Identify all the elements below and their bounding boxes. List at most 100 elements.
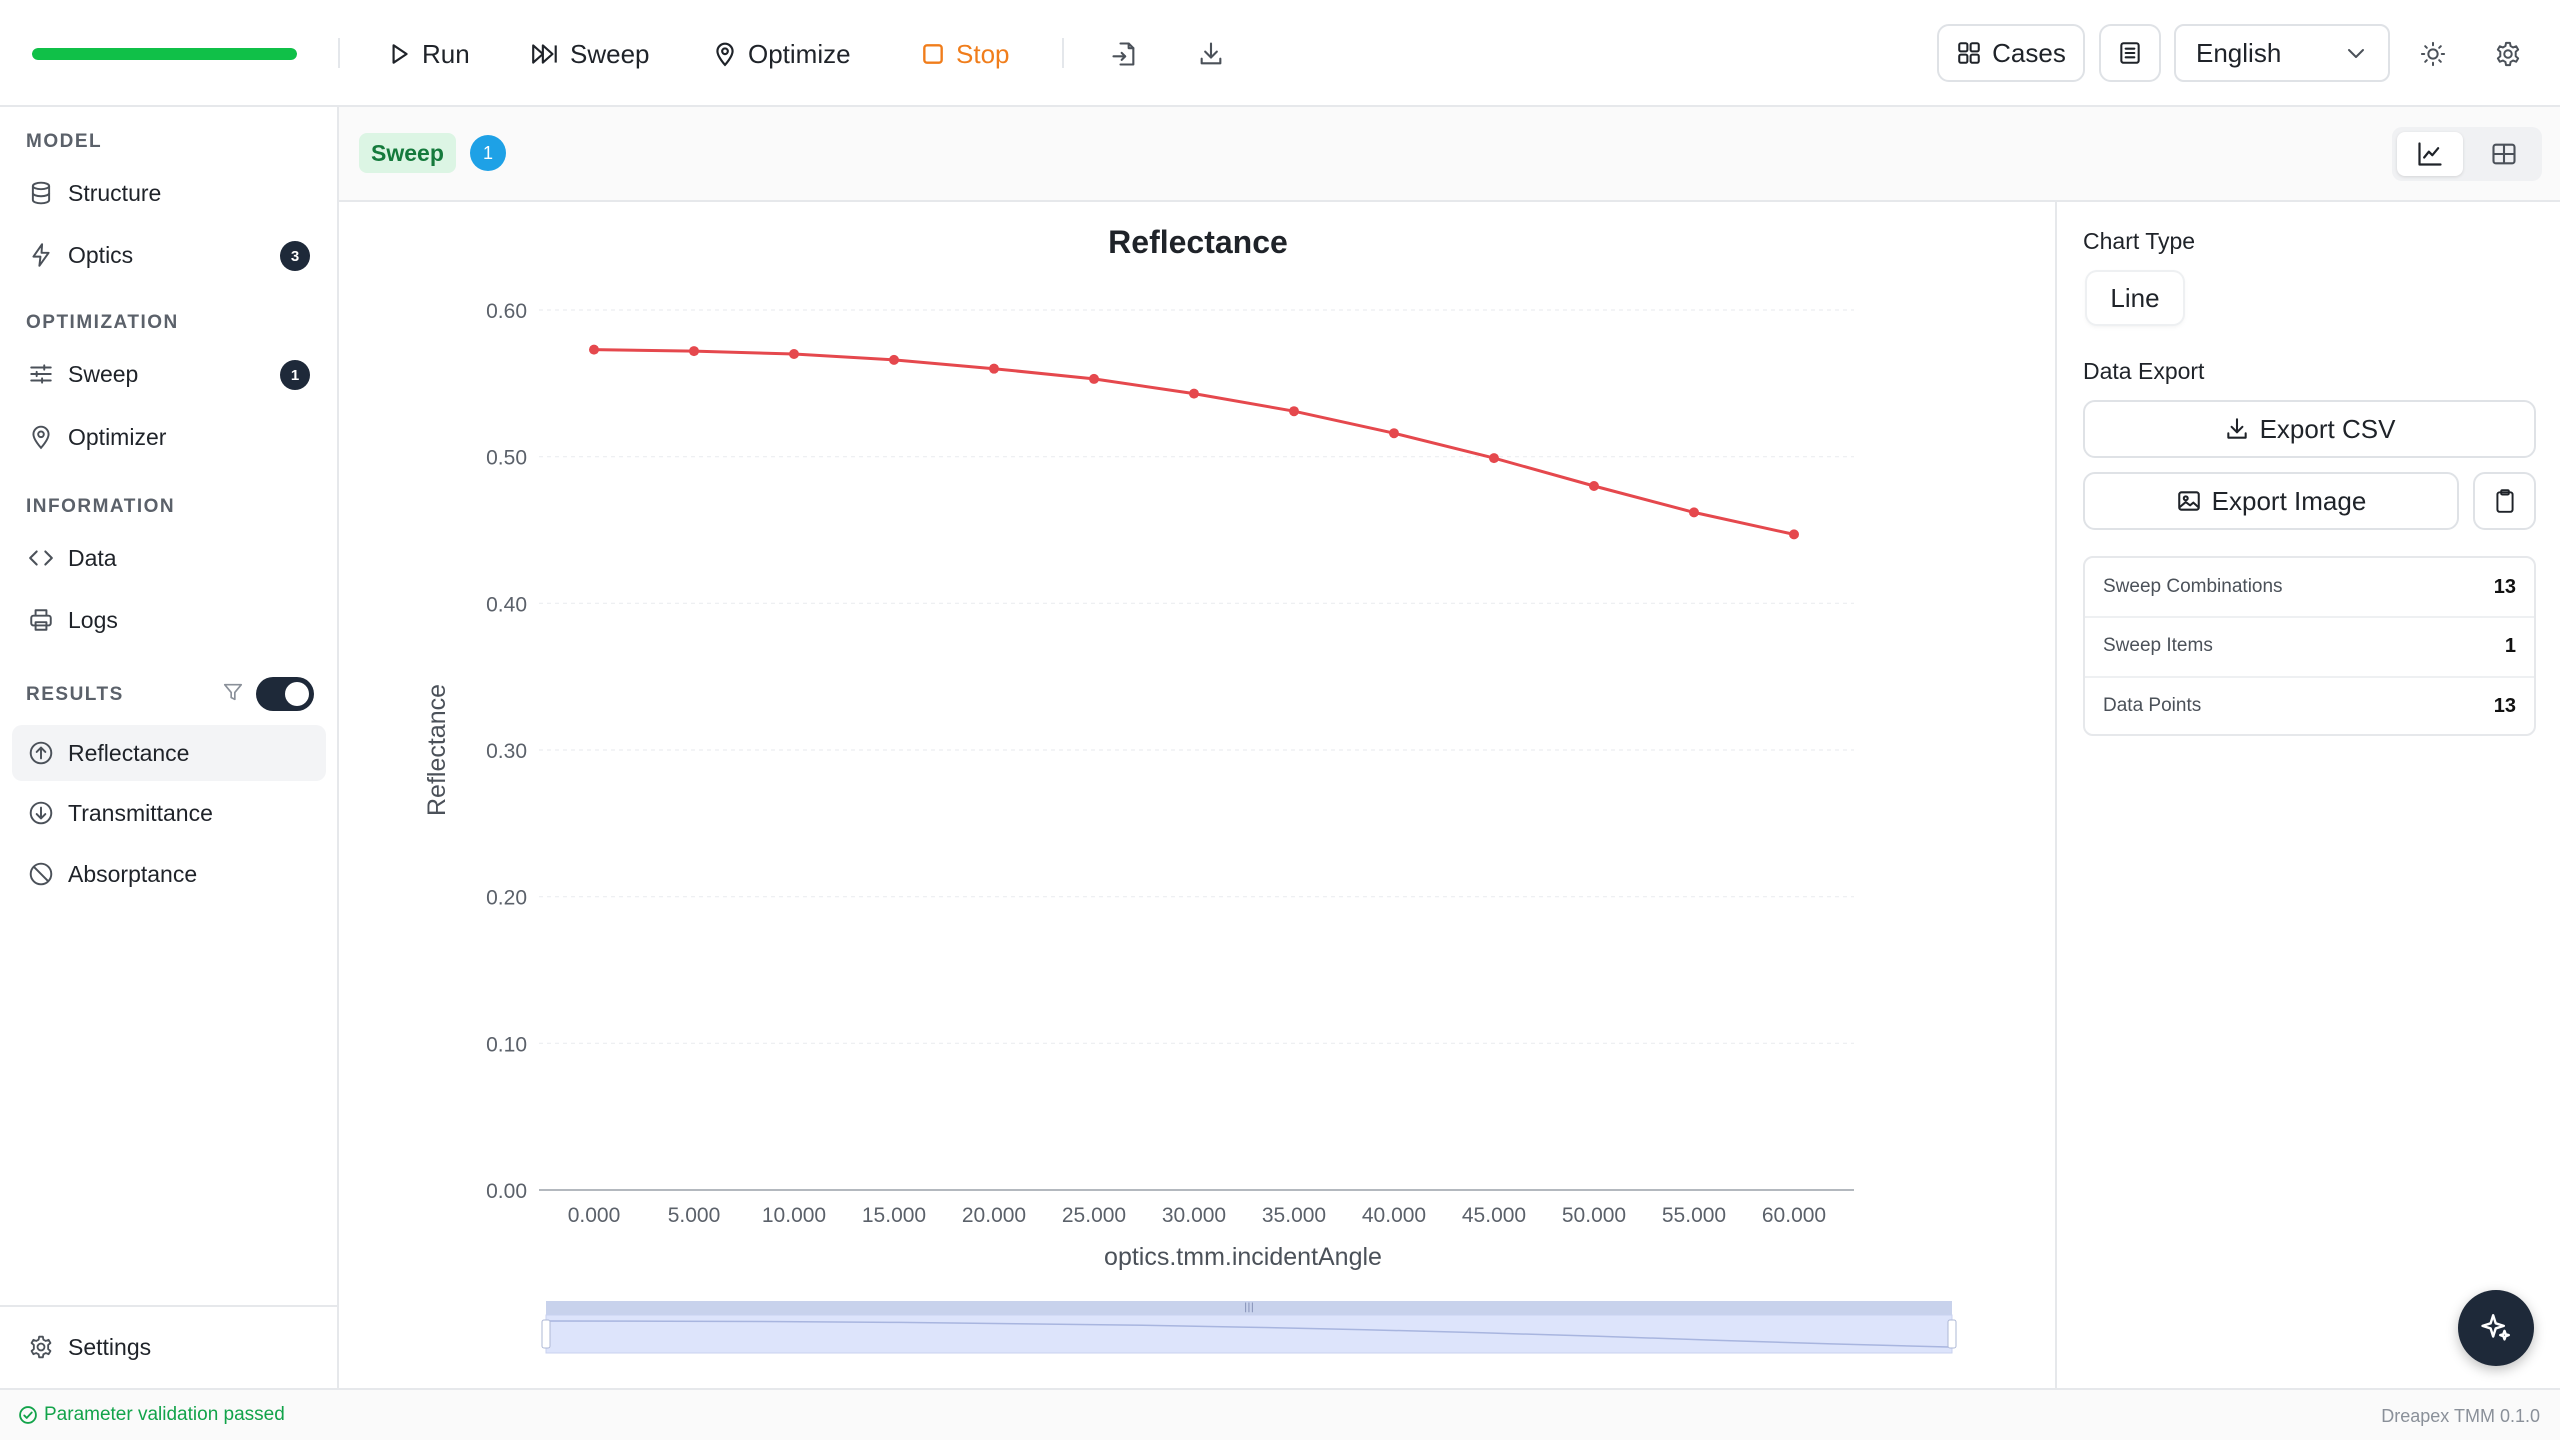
x-tick-label: 5.000 — [668, 1204, 721, 1227]
data-point[interactable] — [989, 363, 999, 374]
view-switch — [2392, 127, 2542, 181]
filter-icon[interactable] — [222, 680, 244, 704]
data-point[interactable] — [689, 346, 699, 357]
sidebar-item-optimizer[interactable]: Optimizer — [12, 409, 326, 465]
x-tick-label: 0.000 — [568, 1204, 621, 1227]
x-tick-label: 20.000 — [962, 1204, 1026, 1227]
sidebar-item-absorptance[interactable]: Absorptance — [12, 846, 326, 902]
x-tick-label: 55.000 — [1662, 1204, 1726, 1227]
document-icon — [2117, 40, 2143, 66]
optimize-button[interactable]: Optimize — [712, 28, 851, 80]
table-icon — [2490, 140, 2518, 168]
data-point[interactable] — [789, 349, 799, 359]
data-point[interactable] — [1089, 373, 1099, 384]
progress-bar-fill — [32, 48, 297, 60]
check-circle-icon — [18, 1405, 38, 1425]
gear-icon[interactable] — [2484, 30, 2532, 78]
language-select[interactable]: English — [2174, 24, 2390, 82]
sidebar-item-optics[interactable]: Optics 3 — [12, 227, 326, 283]
table-view-button[interactable] — [2471, 132, 2537, 176]
y-tick-label: 0.40 — [486, 593, 527, 616]
validation-status: Parameter validation passed — [18, 1404, 285, 1426]
cases-button[interactable]: Cases — [1937, 24, 2085, 82]
run-label: Run — [422, 38, 470, 69]
reflectance-chart: Reflectance 0.00 0.10 0.20 0.30 0.40 0.50 0.60… — [423, 224, 1957, 1354]
image-icon — [2176, 488, 2202, 514]
x-tick-label: 15.000 — [862, 1204, 926, 1227]
document-button[interactable] — [2099, 24, 2161, 82]
chart-view-button[interactable] — [2397, 132, 2463, 176]
sweep-button[interactable]: Sweep — [530, 28, 650, 80]
sidebar-item-label: Sweep — [68, 360, 139, 387]
results-header: Sweep 1 — [339, 107, 2560, 202]
sidebar-item-data[interactable]: Data — [12, 530, 326, 586]
import-icon[interactable] — [1100, 30, 1148, 78]
y-tick-label: 0.60 — [486, 300, 527, 323]
data-point[interactable] — [1789, 529, 1799, 540]
sidebar-item-reflectance[interactable]: Reflectance — [12, 725, 326, 781]
export-csv-button[interactable]: Export CSV — [2083, 400, 2536, 458]
sweep-stats-card: Sweep Combinations 13 Sweep Items 1 Data… — [2083, 556, 2536, 736]
sidebar-item-label: Optics — [68, 241, 134, 268]
stop-button[interactable]: Stop — [920, 28, 1010, 80]
sidebar-item-logs[interactable]: Logs — [12, 592, 326, 648]
data-point[interactable] — [589, 344, 599, 355]
data-point[interactable] — [1289, 406, 1299, 417]
x-axis-label: optics.tmm.incidentAngle — [1104, 1243, 1382, 1271]
zoom-handle-right[interactable] — [1947, 1319, 1957, 1349]
data-point[interactable] — [1689, 507, 1699, 518]
zoom-handle-left[interactable] — [541, 1319, 551, 1349]
sidebar-item-label: Logs — [68, 606, 118, 633]
printer-icon — [28, 607, 54, 633]
run-button[interactable]: Run — [386, 28, 470, 80]
sweep-tag[interactable]: Sweep — [359, 133, 456, 173]
stat-label: Sweep Combinations — [2103, 576, 2283, 597]
toolbar-divider — [338, 38, 340, 68]
sidebar-divider — [0, 1305, 337, 1307]
data-point[interactable] — [1489, 453, 1499, 464]
sidebar-item-label: Reflectance — [68, 739, 190, 766]
play-icon — [386, 41, 412, 67]
count-badge: 1 — [280, 360, 310, 390]
section-title-optimization: OPTIMIZATION — [26, 312, 179, 333]
sliders-icon — [28, 361, 54, 387]
sidebar-item-sweep[interactable]: Sweep 1 — [12, 346, 326, 402]
zoom-slider-top-bar[interactable] — [546, 1301, 1952, 1315]
sweep-count-badge: 1 — [470, 135, 506, 171]
sidebar-item-transmittance[interactable]: Transmittance — [12, 785, 326, 841]
database-icon — [28, 180, 54, 206]
sidebar-item-label: Structure — [68, 179, 162, 206]
location-pin-icon — [712, 41, 738, 67]
sun-icon[interactable] — [2409, 30, 2457, 78]
ai-assistant-button[interactable] — [2458, 1290, 2534, 1366]
clipboard-icon — [2492, 488, 2518, 514]
download-icon[interactable] — [1187, 30, 1235, 78]
stat-row-sweep-items: Sweep Items 1 — [2085, 616, 2534, 674]
copy-clipboard-button[interactable] — [2473, 472, 2536, 530]
data-zoom-slider[interactable]: ||| — [541, 1301, 1957, 1354]
sidebar-item-structure[interactable]: Structure — [12, 165, 326, 221]
y-tick-label: 0.50 — [486, 447, 527, 470]
sidebar-item-label: Optimizer — [68, 423, 167, 450]
data-point[interactable] — [1389, 428, 1399, 439]
export-csv-label: Export CSV — [2259, 413, 2396, 444]
sidebar-item-label: Data — [68, 544, 117, 571]
chart-type-option-line[interactable]: Line — [2087, 272, 2183, 324]
ban-circle-icon — [28, 861, 54, 887]
line-chart-icon — [2416, 140, 2444, 168]
zoom-slider-track[interactable] — [545, 1314, 1953, 1354]
section-title-results: RESULTS — [26, 684, 124, 705]
export-image-button[interactable]: Export Image — [2083, 472, 2459, 530]
y-tick-label: 0.30 — [486, 740, 527, 763]
results-toggle[interactable] — [256, 677, 314, 711]
sweep-label: Sweep — [570, 38, 650, 69]
validation-status-text: Parameter validation passed — [44, 1404, 285, 1425]
section-title-information: INFORMATION — [26, 496, 176, 517]
x-tick-label: 50.000 — [1562, 1204, 1626, 1227]
sidebar-item-settings[interactable]: Settings — [12, 1319, 326, 1375]
data-point[interactable] — [1589, 481, 1599, 491]
data-point[interactable] — [1189, 388, 1199, 399]
chart-type-label: Chart Type — [2083, 228, 2196, 254]
y-tick-label: 0.20 — [486, 887, 527, 910]
data-point[interactable] — [889, 354, 899, 365]
